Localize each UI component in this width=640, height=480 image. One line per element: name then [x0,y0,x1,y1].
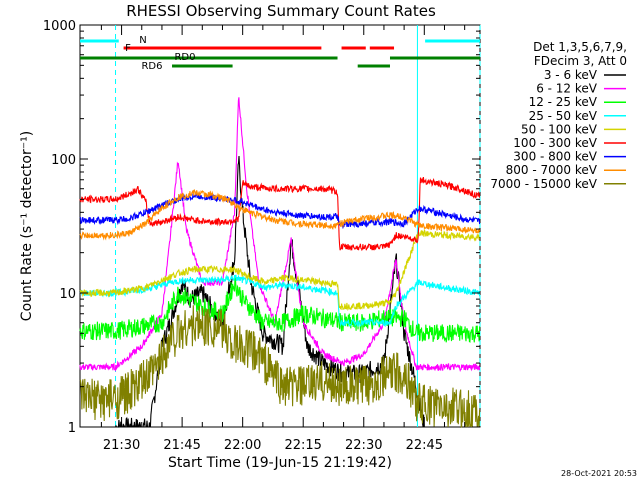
series-line [79,192,481,230]
flag-label-f: F [125,43,131,54]
y-tick-label: 100 [51,153,76,168]
y-tick-label: 1000 [43,19,76,34]
x-axis-label: Start Time (19-Jun-15 21:19:42) [168,455,392,471]
legend-entry-label: 7000 - 15000 keV [490,177,597,191]
legend-entry-label: 6 - 12 keV [536,82,598,96]
series-line [79,177,481,252]
x-tick-label: 22:30 [345,438,382,453]
flag-label-n: N [139,35,146,46]
marker-lines [115,25,481,427]
legend-entry-label: 50 - 100 keV [521,122,598,136]
x-tick-label: 21:45 [163,438,200,453]
series-lines [79,97,481,429]
y-tick-label: 1 [68,421,76,436]
legend-header-line-2: FDecim 3, Att 0 [534,54,627,68]
series-line [79,97,481,373]
series-line [79,305,481,429]
x-tick-label: 22:45 [406,438,443,453]
x-tick-label: 22:00 [224,438,261,453]
series-line [79,228,481,312]
chart-title: RHESSI Observing Summary Count Rates [126,2,436,20]
legend-entry-label: 300 - 800 keV [513,150,597,164]
y-axis-label: Count Rate (s⁻¹ detector⁻¹) [19,131,35,321]
series-line [79,189,481,241]
footer-timestamp: 28-Oct-2021 20:53 [561,469,637,478]
legend-entry-label: 800 - 7000 keV [506,163,598,177]
y-tick-label: 10 [59,287,76,302]
x-axis: 21:30 21:45 22:00 22:15 22:30 22:45 [100,25,466,453]
legend-entry-label: 100 - 300 keV [513,136,597,150]
legend-entry-label: 12 - 25 keV [529,95,598,109]
flag-label-rd0: RD0 [174,52,195,63]
x-tick-label: 21:30 [103,438,140,453]
flag-label-rd6: RD6 [141,61,162,72]
legend-entry-label: 25 - 50 keV [529,109,598,123]
series-line [79,274,481,328]
series-line [79,275,481,343]
legend-entry-label: 3 - 6 keV [544,68,598,82]
legend-header-line-1: Det 1,3,5,6,7,9, [533,40,627,54]
flag-bars: NF RD0 RD6 [80,35,480,72]
series-line [114,155,425,428]
x-tick-label: 22:15 [284,438,321,453]
legend: Det 1,3,5,6,7,9, FDecim 3, Att 0 3 - 6 k… [490,40,627,191]
y-axis: 1 10 100 1000 [43,19,480,436]
